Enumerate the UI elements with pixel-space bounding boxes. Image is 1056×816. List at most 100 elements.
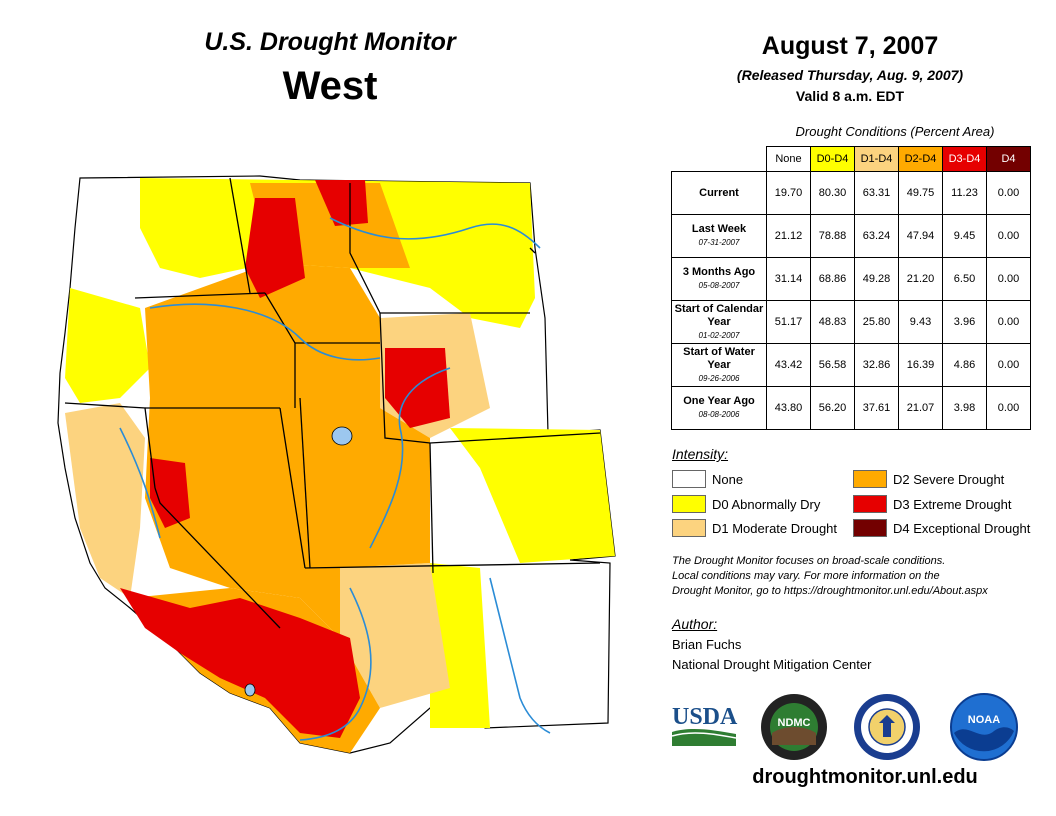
legend-item-d0: D0 Abnormally Dry [672,495,820,513]
table-cell: 6.50 [942,257,987,301]
d3-region-nv [150,458,190,528]
table-cell: 11.23 [942,171,987,215]
table-cell: 21.07 [898,386,943,430]
note-line: Local conditions may vary. For more info… [672,570,940,582]
valid-time: Valid 8 a.m. EDT [795,88,905,104]
row-label: Start of Water Year 09-26-2006 [671,343,767,387]
legend-heading: Intensity: [672,446,729,462]
table-row: Start of Calendar Year 01-02-2007 51.17 4… [671,300,1031,344]
d1-region-nm [340,563,450,708]
col-d0-d4: D0-D4 [810,146,855,172]
region-title: West [282,64,378,108]
col-d1-d4: D1-D4 [854,146,899,172]
table-row: Start of Water Year 09-26-2006 43.42 56.5… [671,343,1031,387]
svg-text:NOAA: NOAA [968,714,1000,726]
col-d3-d4: D3-D4 [942,146,987,172]
table-row: 3 Months Ago 05-08-2007 31.14 68.86 49.28… [671,257,1031,301]
legend-item-none: None [672,470,743,488]
salton-sea [244,683,256,697]
legend-item-d4: D4 Exceptional Drought [853,519,1030,537]
author-org: National Drought Mitigation Center [672,657,872,672]
d0-region-east [450,428,615,563]
state-borders [64,177,601,629]
table-cell: 68.86 [810,257,855,301]
legend-label: D2 Severe Drought [893,471,1005,487]
legend-item-d1: D1 Moderate Drought [672,519,837,537]
table-cell: 3.98 [942,386,987,430]
table-cell: 56.58 [810,343,855,387]
table-row: Current 19.70 80.30 63.31 49.75 11.23 0.… [671,171,1031,215]
table-cell: 0.00 [986,343,1031,387]
legend-swatch [853,495,887,513]
table-cell: 21.12 [766,214,811,258]
d1-region-ca [65,403,145,598]
drought-map [57,175,616,754]
legend-item-d3: D3 Extreme Drought [853,495,1012,513]
col-d4: D4 [986,146,1031,172]
svg-text:NDMC: NDMC [778,717,811,729]
map-date: August 7, 2007 [761,32,939,60]
table-row: One Year Ago 08-08-2006 43.80 56.20 37.61… [671,386,1031,430]
table-cell: 0.00 [986,171,1031,215]
noaa-logo: NOAA [950,693,1018,761]
legend-swatch [672,495,706,513]
table-corner [672,147,767,172]
legend-swatch [672,470,706,488]
table-cell: 9.45 [942,214,987,258]
table-cell: 0.00 [986,386,1031,430]
svg-text:USDA: USDA [672,704,738,730]
table-cell: 32.86 [854,343,899,387]
map-title: U.S. Drought Monitor [204,28,456,56]
table-row: Last Week 07-31-2007 21.12 78.88 63.24 47… [671,214,1031,258]
doc-seal-logo [854,694,920,760]
drought-stats-table: None D0-D4 D1-D4 D2-D4 D3-D4 D4 Current … [671,146,1031,430]
table-cell: 63.31 [854,171,899,215]
info-note: The Drought Monitor focuses on broad-sca… [672,554,1042,599]
d3-region-id [245,198,305,298]
ndmc-logo: NDMC [761,694,827,760]
table-header-row: None D0-D4 D1-D4 D2-D4 D3-D4 D4 [672,146,1031,172]
legend-item-d2: D2 Severe Drought [853,470,1004,488]
table-cell: 80.30 [810,171,855,215]
table-cell: 43.80 [766,386,811,430]
legend-label: D0 Abnormally Dry [712,496,821,512]
note-line: The Drought Monitor focuses on broad-sca… [672,555,946,567]
table-cell: 51.17 [766,300,811,344]
table-cell: 48.83 [810,300,855,344]
table-cell: 63.24 [854,214,899,258]
usda-logo: USDA [671,704,738,746]
table-cell: 78.88 [810,214,855,258]
table-cell: 3.96 [942,300,987,344]
col-none: None [766,146,811,172]
col-d2-d4: D2-D4 [898,146,943,172]
note-line: Drought Monitor, go to https://droughtmo… [672,585,988,597]
great-salt-lake [331,426,353,446]
legend-label: D1 Moderate Drought [712,520,838,536]
website-url[interactable]: droughtmonitor.unl.edu [752,766,978,788]
table-cell: 56.20 [810,386,855,430]
release-date: (Released Thursday, Aug. 9, 2007) [736,67,964,83]
d3-region-socal [120,588,360,738]
d2-region-interior [145,263,430,638]
table-cell: 16.39 [898,343,943,387]
table-cell: 21.20 [898,257,943,301]
author-heading: Author: [672,616,718,632]
d0-region-coast [65,288,150,403]
table-cell: 31.14 [766,257,811,301]
legend-label: D3 Extreme Drought [893,496,1012,512]
legend-swatch [672,519,706,537]
table-cell: 0.00 [986,214,1031,258]
row-label: Last Week 07-31-2007 [671,214,767,258]
table-cell: 9.43 [898,300,943,344]
legend-swatch [853,519,887,537]
d3-region-mt [315,180,368,226]
table-cell: 43.42 [766,343,811,387]
table-cell: 37.61 [854,386,899,430]
table-caption: Drought Conditions (Percent Area) [795,124,995,139]
row-label: Start of Calendar Year 01-02-2007 [671,300,767,344]
rivers [119,217,551,741]
row-label: One Year Ago 08-08-2006 [671,386,767,430]
table-cell: 4.86 [942,343,987,387]
row-label: 3 Months Ago 05-08-2007 [671,257,767,301]
table-cell: 49.28 [854,257,899,301]
